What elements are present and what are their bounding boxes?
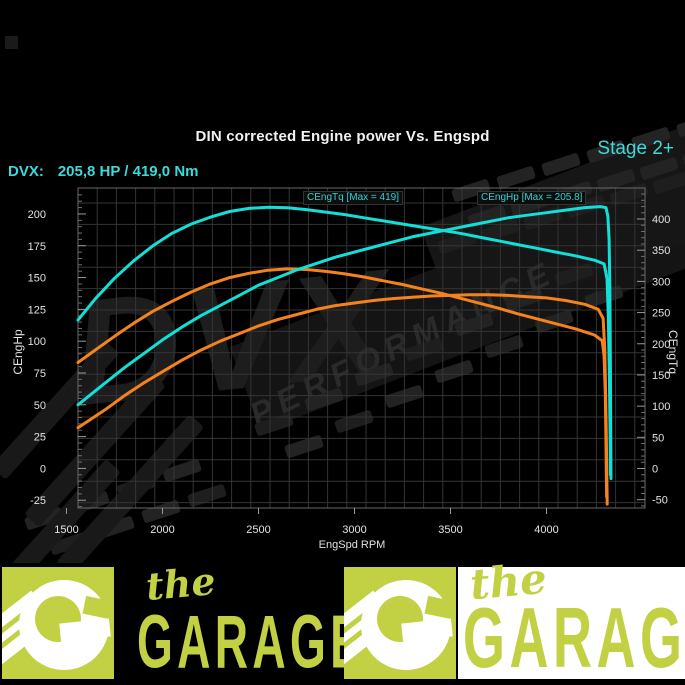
result-label: DVX: xyxy=(8,163,44,180)
y-left-tick-label: 50 xyxy=(34,400,46,412)
garage-g-logo xyxy=(2,567,114,679)
y-right-tick-label: 150 xyxy=(652,370,670,382)
logo-garage-text: GARAGE xyxy=(463,591,685,685)
garage-g-logo xyxy=(344,567,456,679)
garage-logo-band: the GARAGE the GARAGE xyxy=(0,554,685,685)
y-left-tick-label: 100 xyxy=(28,336,46,348)
y-left-tick-label: -25 xyxy=(30,495,46,507)
stage-badge: Stage 2+ xyxy=(597,138,674,159)
curve-cenghp-original xyxy=(76,293,609,506)
logo-garage-text: GARAGE xyxy=(137,599,366,685)
annotation-max-power: CEngHp [Max = 205.8] xyxy=(477,191,587,205)
chart-title: DIN corrected Engine power Vs. Engspd xyxy=(195,128,490,145)
result-line: DVX: 205,8 HP / 419,0 Nm xyxy=(8,163,199,180)
y-right-tick-label: 100 xyxy=(652,401,670,413)
y-right-axis-title: CEngTq xyxy=(666,330,680,374)
y-left-tick-label: 200 xyxy=(28,209,46,221)
y-right-tick-label: 400 xyxy=(652,214,670,226)
x-tick-label: 3500 xyxy=(438,524,462,536)
y-right-tick-label: 200 xyxy=(652,339,670,351)
y-right-tick-label: 300 xyxy=(652,276,670,288)
curve-cenghp-stage-2+ xyxy=(76,205,613,481)
x-tick-label: 1500 xyxy=(54,524,78,536)
logo-white-panel xyxy=(458,567,685,679)
annotation-max-torque: CEngTq [Max = 419] xyxy=(303,191,403,205)
y-left-tick-label: 25 xyxy=(34,432,46,444)
x-tick-label: 2500 xyxy=(246,524,270,536)
y-right-tick-label: 250 xyxy=(652,308,670,320)
x-tick-label: 4000 xyxy=(534,524,558,536)
y-left-axis-title: CEngHp xyxy=(11,329,25,375)
y-left-tick-label: 150 xyxy=(28,273,46,285)
x-tick-label: 2000 xyxy=(150,524,174,536)
curve-cengtq-original xyxy=(76,267,609,499)
y-right-tick-label: 0 xyxy=(652,464,658,476)
y-right-tick-label: -50 xyxy=(652,495,668,507)
corner-decoration xyxy=(5,36,18,49)
curve-cengtq-stage-2+ xyxy=(76,205,612,477)
x-axis-title: EngSpd RPM xyxy=(319,539,386,551)
y-right-tick-label: 350 xyxy=(652,245,670,257)
y-left-tick-label: 0 xyxy=(40,463,46,475)
x-tick-label: 3000 xyxy=(342,524,366,536)
y-right-tick-label: 50 xyxy=(652,432,664,444)
y-left-tick-label: 125 xyxy=(28,304,46,316)
y-left-tick-label: 75 xyxy=(34,368,46,380)
result-value: 205,8 HP / 419,0 Nm xyxy=(57,163,199,180)
y-left-tick-label: 175 xyxy=(28,241,46,253)
